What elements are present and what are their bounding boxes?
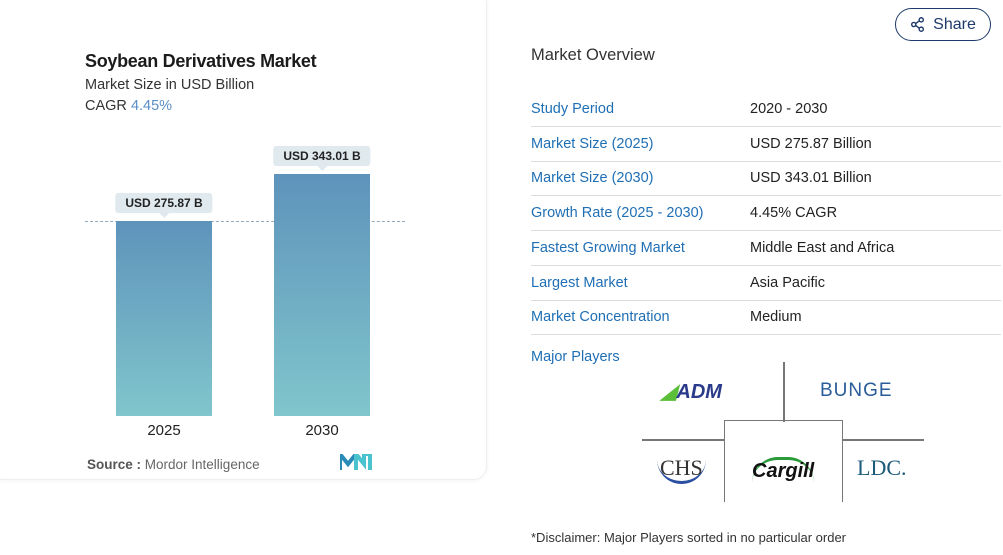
row-value: Asia Pacific [750, 274, 825, 291]
row-value: Medium [750, 309, 802, 326]
row-value: 2020 - 2030 [750, 101, 828, 117]
source: Source : Mordor Intelligence [87, 457, 260, 472]
reference-line [85, 221, 405, 223]
cagr-value: 4.45% [130, 98, 173, 114]
cagr: CAGR 4.45% [85, 98, 172, 114]
row-label[interactable]: Study Period [531, 101, 615, 117]
overview-row: Study Period 2020 - 2030 [531, 92, 1001, 127]
player-logo-chs: CHS [657, 455, 706, 484]
row-label[interactable]: Growth Rate (2025 - 2030) [531, 205, 704, 222]
source-value: Mordor Intelligence [144, 457, 260, 472]
row-value: USD 343.01 Billion [750, 170, 872, 187]
player-logo-cargill: Cargill [752, 457, 815, 483]
cagr-label: CAGR [85, 98, 127, 114]
player-name: ADM [676, 381, 722, 403]
chart-subtitle: Market Size in USD Billion [85, 77, 255, 93]
data-label: USD 275.87 B [115, 193, 213, 219]
x-tick-label: 2030 [305, 422, 339, 439]
player-logo-ldc: LDC. [857, 455, 907, 480]
divider [642, 439, 724, 441]
bar-2030 [274, 174, 370, 416]
featured-player-box [724, 420, 843, 502]
divider [842, 439, 924, 441]
share-icon [911, 17, 925, 32]
disclaimer: *Disclaimer: Major Players sorted in no … [531, 530, 847, 545]
share-button[interactable]: Share [895, 8, 991, 41]
market-chart-card [0, 0, 487, 480]
data-label: USD 343.01 B [273, 146, 371, 171]
overview-row: Growth Rate (2025 - 2030) 4.45% CAGR [531, 196, 1001, 232]
chart-title: Soybean Derivatives Market [85, 51, 317, 71]
overview-row: Market Size (2025) USD 275.87 Billion [531, 127, 1001, 162]
overview-row: Market Concentration Medium [531, 300, 1001, 336]
overview-row: Market Size (2030) USD 343.01 Billion [531, 161, 1001, 197]
source-label: Source : [87, 457, 142, 472]
row-label[interactable]: Fastest Growing Market [531, 239, 685, 256]
major-players-label: Major Players [531, 349, 620, 365]
share-label: Share [933, 15, 976, 33]
player-logo-adm: ◢ADM [661, 381, 722, 403]
divider [783, 362, 785, 422]
overview-title: Market Overview [531, 46, 655, 64]
row-value: Middle East and Africa [750, 239, 895, 256]
row-label[interactable]: Market Concentration [531, 309, 670, 326]
overview-row: Fastest Growing Market Middle East and Af… [531, 231, 1001, 266]
player-logo-bunge: BUNGE [820, 380, 893, 401]
mordor-logo-icon [340, 454, 372, 470]
row-label[interactable]: Market Size (2025) [531, 135, 654, 152]
row-label[interactable]: Market Size (2030) [531, 170, 654, 187]
row-value: USD 275.87 Billion [750, 135, 872, 152]
x-tick-label: 2025 [147, 422, 181, 439]
row-value: 4.45% CAGR [750, 205, 838, 222]
overview-row: Largest Market Asia Pacific [531, 266, 1001, 301]
bar-2025 [116, 221, 212, 416]
row-label[interactable]: Largest Market [531, 274, 628, 291]
